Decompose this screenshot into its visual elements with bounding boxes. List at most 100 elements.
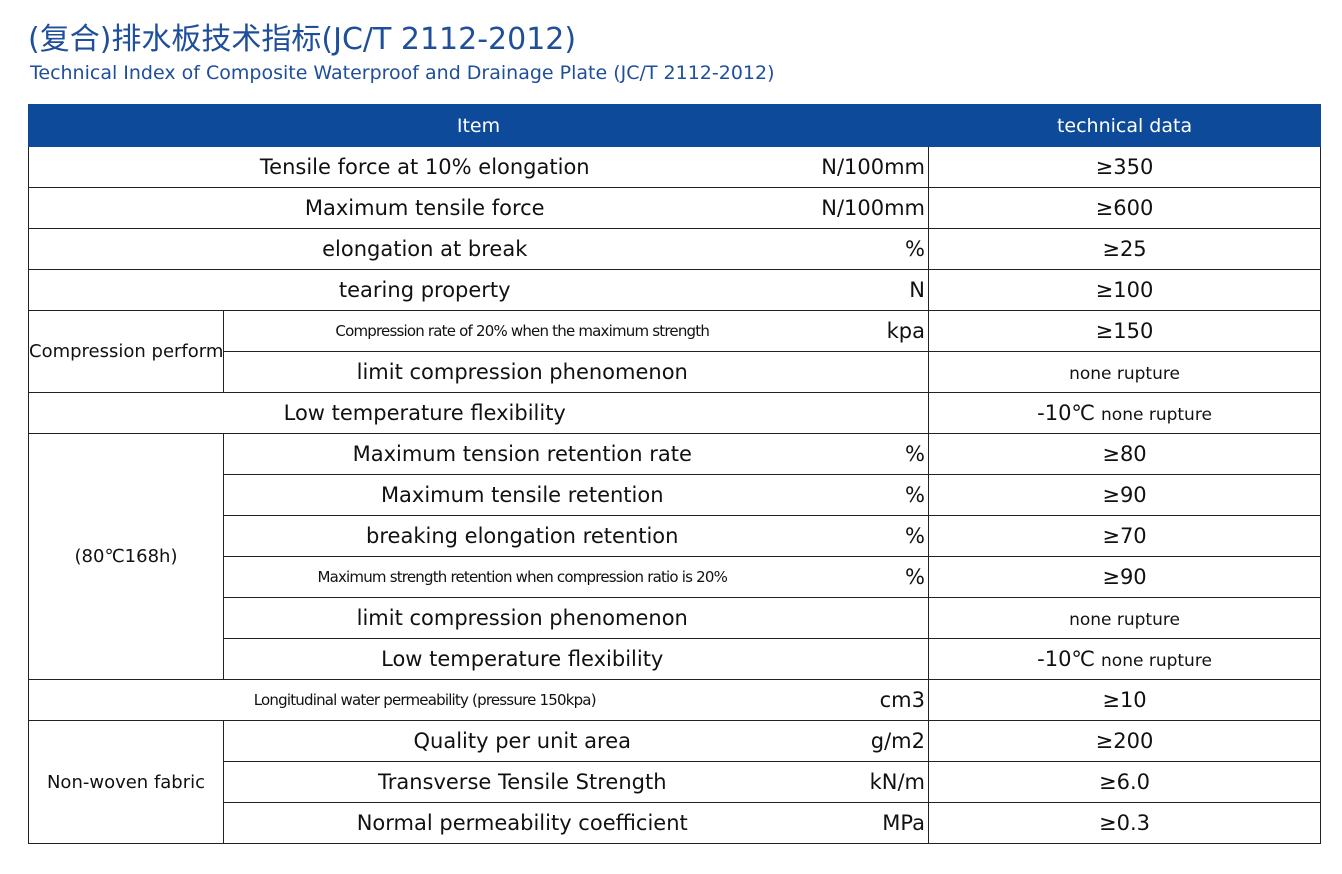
unit-cell xyxy=(820,351,930,393)
value-note: none rupture xyxy=(1069,610,1180,630)
table-row: Transverse Tensile Strength kN/m ≥6.0 xyxy=(29,761,1322,803)
item-cell: Maximum tensile force xyxy=(28,187,821,229)
item-cell: Compression rate of 20% when the maximum… xyxy=(223,310,821,352)
group-cell: (80℃168h) xyxy=(28,433,224,680)
value-cell: ≥90 xyxy=(928,556,1322,598)
value-cell: ≥6.0 xyxy=(928,761,1322,803)
value: ≥70 xyxy=(1102,524,1147,548)
item-cell: limit compression phenomenon xyxy=(223,351,821,393)
unit-cell: % xyxy=(820,515,930,557)
table-row: Non-woven fabric Quality per unit area g/m… xyxy=(28,720,1322,844)
unit: N xyxy=(909,278,926,302)
item-cell: Low temperature flexibility xyxy=(28,392,821,434)
unit: kpa xyxy=(886,319,926,343)
value: ≥80 xyxy=(1102,442,1147,466)
value-cell: ≥0.3 xyxy=(928,802,1322,844)
value: ≥6.0 xyxy=(1099,770,1151,794)
item-cell: Maximum tensile retention xyxy=(223,474,821,516)
table-row: Normal permeability coefficient MPa ≥0.3 xyxy=(29,802,1322,844)
item-cell: Maximum strength retention when compress… xyxy=(223,556,821,598)
item-cell: tearing property xyxy=(28,269,821,311)
item-cell: Longitudinal water permeability (pressur… xyxy=(28,679,821,721)
unit-cell: N/100mm xyxy=(820,187,930,229)
unit-cell: cm3 xyxy=(820,679,930,721)
value-cell: ≥200 xyxy=(928,720,1322,762)
unit-cell: % xyxy=(820,474,930,516)
table-row: Maximum tensile force N/100mm ≥600 xyxy=(28,187,1322,229)
table-row: Tensile force at 10% elongation N/100mm ≥3… xyxy=(28,146,1322,188)
unit-cell xyxy=(820,392,930,434)
value-cell: ≥25 xyxy=(928,228,1322,270)
unit-cell: % xyxy=(820,433,930,475)
table-row: limit compression phenomenon none rupture xyxy=(29,351,1322,393)
value: ≥0.3 xyxy=(1099,811,1151,835)
value-note: none rupture xyxy=(1101,405,1212,425)
column-header: technical data xyxy=(928,104,1322,147)
value: -10℃ xyxy=(1037,401,1096,425)
value-cell: ≥100 xyxy=(928,269,1322,311)
value: ≥10 xyxy=(1102,688,1147,712)
table-row: Compression performanceCompression rate … xyxy=(28,310,1322,393)
value-note: none rupture xyxy=(1069,364,1180,384)
value: ≥150 xyxy=(1095,319,1154,343)
item-cell: breaking elongation retention xyxy=(223,515,821,557)
table-row: elongation at break% ≥25 xyxy=(28,228,1322,270)
unit: g/m2 xyxy=(870,729,926,753)
value-cell: ≥350 xyxy=(928,146,1322,188)
header-row: Item technical data xyxy=(27,104,1322,147)
value-note: none rupture xyxy=(1101,651,1212,671)
value-cell: ≥150 xyxy=(928,310,1322,352)
value: ≥90 xyxy=(1102,565,1147,589)
unit-cell: N xyxy=(820,269,930,311)
value-cell: ≥600 xyxy=(928,187,1322,229)
unit: N/100mm xyxy=(821,196,926,220)
item-cell: Tensile force at 10% elongation xyxy=(28,146,821,188)
column-header: Item xyxy=(27,104,930,147)
unit-cell: g/m2 xyxy=(820,720,930,762)
value: -10℃ xyxy=(1037,647,1096,671)
unit: % xyxy=(905,524,926,548)
value-cell: ≥80 xyxy=(928,433,1322,475)
item-cell: Quality per unit area xyxy=(223,720,821,762)
table-row: (80℃168h) Maximum tension retention rate%… xyxy=(28,433,1322,680)
unit-cell: kpa xyxy=(820,310,930,352)
unit-cell: kN/m xyxy=(820,761,930,803)
value-cell: ≥10 xyxy=(928,679,1322,721)
table-row: Maximum strength retention when compress… xyxy=(29,556,1322,598)
unit-cell: % xyxy=(820,556,930,598)
unit: N/100mm xyxy=(821,155,926,179)
unit: % xyxy=(905,483,926,507)
unit: % xyxy=(905,565,926,589)
value: ≥90 xyxy=(1102,483,1147,507)
value: ≥600 xyxy=(1095,196,1154,220)
value-cell: ≥70 xyxy=(928,515,1322,557)
item-cell: Low temperature flexibility xyxy=(223,638,821,680)
value-cell: ≥90 xyxy=(928,474,1322,516)
unit-cell: N/100mm xyxy=(820,146,930,188)
table-row: Low temperature flexibility -10℃ none rupt… xyxy=(29,638,1322,680)
value: ≥350 xyxy=(1095,155,1154,179)
table-row: Longitudinal water permeability (pressur… xyxy=(28,679,1322,721)
item-cell: Transverse Tensile Strength xyxy=(223,761,821,803)
group-cell: Non-woven fabric xyxy=(28,720,224,844)
subtitle: Technical Index of Composite Waterproof … xyxy=(30,62,775,84)
unit-cell xyxy=(820,638,930,680)
item-cell: Normal permeability coefficient xyxy=(223,802,821,844)
value: ≥100 xyxy=(1095,278,1154,302)
unit-cell: % xyxy=(820,228,930,270)
unit: % xyxy=(905,442,926,466)
table-row: tearing property N ≥100 xyxy=(28,269,1322,311)
item-cell: limit compression phenomenon xyxy=(223,597,821,639)
group-cell: Compression performance xyxy=(28,310,224,393)
unit: % xyxy=(905,237,926,261)
value-cell: none rupture xyxy=(928,597,1322,639)
table-body: Tensile force at 10% elongation N/100mm ≥3… xyxy=(28,146,1322,844)
value: ≥25 xyxy=(1102,237,1147,261)
item-cell: elongation at break xyxy=(28,228,821,270)
spec-table: Item technical data Tensile force at 10%… xyxy=(27,104,1322,844)
table-row: Low temperature flexibility -10℃ none rupt… xyxy=(28,392,1322,434)
unit-cell: MPa xyxy=(820,802,930,844)
title: (复合)排水板技术指标(JC/T 2112-2012) xyxy=(28,22,577,57)
